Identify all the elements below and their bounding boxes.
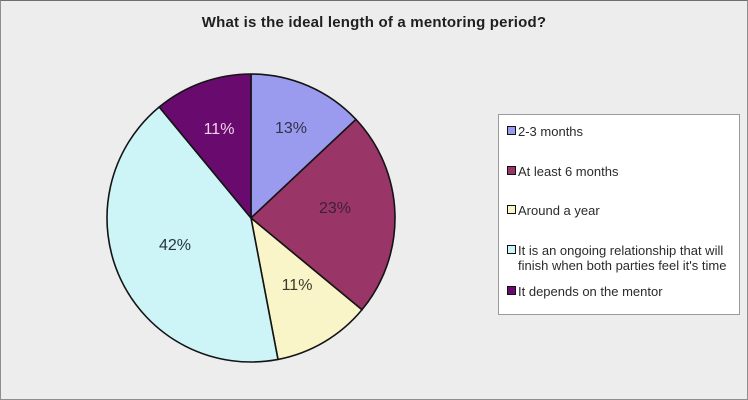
pie-slice-label: 11%: [282, 277, 313, 294]
pie-slice-label: 13%: [275, 120, 307, 137]
legend-color-swatch: [507, 166, 516, 175]
legend-item: Around a year: [507, 203, 735, 218]
legend-item-label: Around a year: [518, 203, 600, 218]
pie-slice: [250, 118, 396, 311]
pie-slice-label: 42%: [159, 237, 191, 254]
legend-color-swatch: [507, 205, 516, 214]
legend-color-swatch: [507, 126, 516, 135]
legend-item-label: At least 6 months: [518, 164, 619, 179]
legend: 2-3 months At least 6 months Around a year…: [498, 114, 740, 315]
pie-slice: [106, 106, 279, 363]
legend-item: It depends on the mentor: [507, 284, 735, 299]
pie-slice-label: 23%: [319, 200, 351, 217]
pie-slice: [250, 73, 357, 219]
chart-title: What is the ideal length of a mentoring …: [201, 14, 547, 31]
legend-item-label: It depends on the mentor: [518, 284, 663, 299]
legend-color-swatch: [507, 286, 516, 295]
legend-item: At least 6 months: [507, 164, 735, 179]
legend-item: 2-3 months: [507, 124, 735, 139]
legend-color-swatch: [507, 245, 516, 254]
legend-item-label: It is an ongoing relationship that will …: [518, 243, 727, 273]
legend-item: It is an ongoing relationship that will …: [507, 243, 735, 273]
legend-item-label: 2-3 months: [518, 124, 584, 139]
pie-slice: [250, 217, 363, 361]
pie-slice-label: 11%: [204, 121, 235, 138]
pie-slice: [158, 73, 252, 219]
